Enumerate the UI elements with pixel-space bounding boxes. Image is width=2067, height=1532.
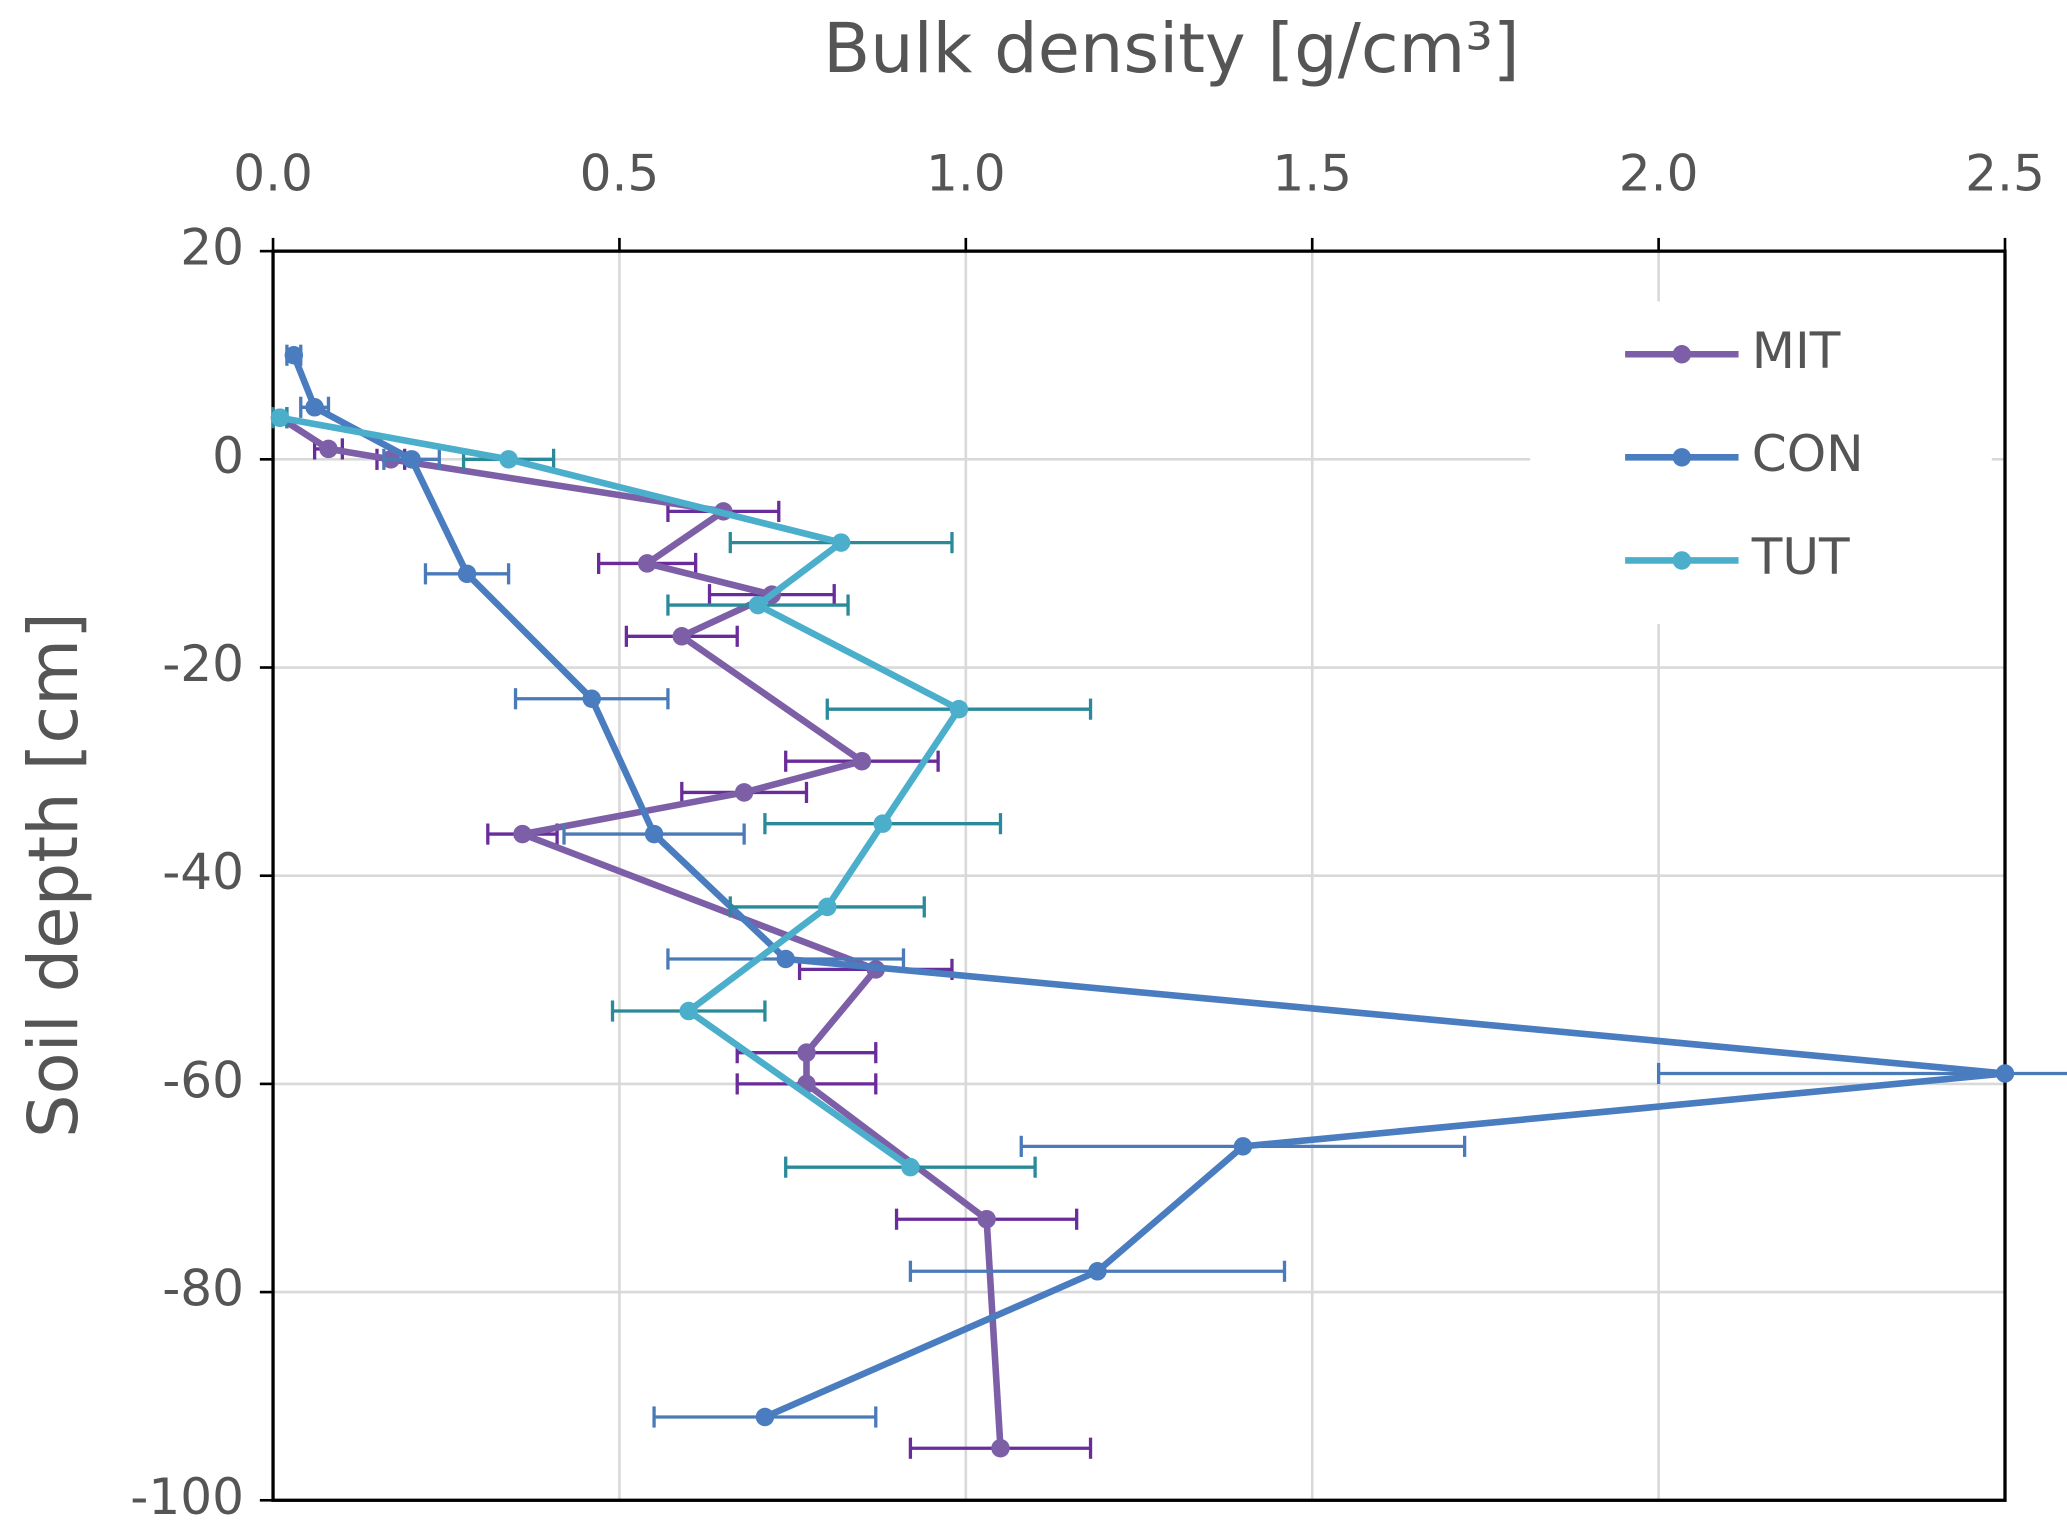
point [1995, 1064, 2015, 1083]
point [755, 1407, 775, 1427]
y-tick-label: 0 [212, 426, 244, 485]
point [797, 1043, 816, 1062]
point [977, 1209, 996, 1229]
legend-label: CON [1752, 424, 1864, 483]
legend-marker [1672, 551, 1692, 570]
series-line [278, 414, 1004, 1449]
point [305, 398, 324, 417]
y-axis-title: Soil depth [cm] [14, 612, 94, 1138]
point [457, 564, 477, 584]
point [499, 450, 518, 469]
y-tick-label: -80 [162, 1259, 244, 1318]
x-tick-label: 1.5 [1272, 144, 1352, 203]
point [582, 689, 601, 709]
point [901, 1157, 920, 1177]
y-tick-label: -40 [162, 842, 244, 901]
point [1233, 1137, 1253, 1156]
point [672, 627, 692, 646]
point [831, 533, 851, 552]
x-tick-label: 0.5 [580, 144, 660, 203]
point [637, 554, 657, 573]
point [402, 450, 421, 469]
point [513, 824, 532, 844]
legend-marker [1672, 344, 1692, 364]
point [734, 783, 754, 802]
y-tick-label: 20 [180, 218, 244, 277]
point [818, 897, 837, 917]
plot-frame [271, 249, 2007, 1502]
y-tick-label: -100 [130, 1467, 244, 1526]
point [644, 824, 664, 844]
legend-label: TUT [1751, 527, 1850, 586]
x-axis-title: Bulk density [g/cm³] [823, 9, 1520, 89]
point [679, 1001, 698, 1021]
x-tick-label: 0.0 [233, 144, 313, 203]
point [748, 595, 768, 615]
point [776, 949, 795, 969]
point [270, 408, 290, 427]
point [991, 1438, 1010, 1458]
point [873, 814, 892, 833]
point [319, 439, 338, 459]
y-tick-label: -20 [162, 634, 244, 693]
legend-label: MIT [1752, 321, 1841, 380]
point [852, 751, 872, 771]
point [949, 699, 969, 719]
legend-marker [1672, 448, 1692, 467]
legend-box [1530, 301, 1992, 624]
point [1088, 1262, 1107, 1281]
x-tick-label: 2.5 [1965, 144, 2045, 203]
x-tick-label: 1.0 [926, 144, 1006, 203]
point [284, 345, 304, 365]
y-tick-label: -60 [162, 1050, 244, 1109]
x-tick-label: 2.0 [1619, 144, 1699, 203]
